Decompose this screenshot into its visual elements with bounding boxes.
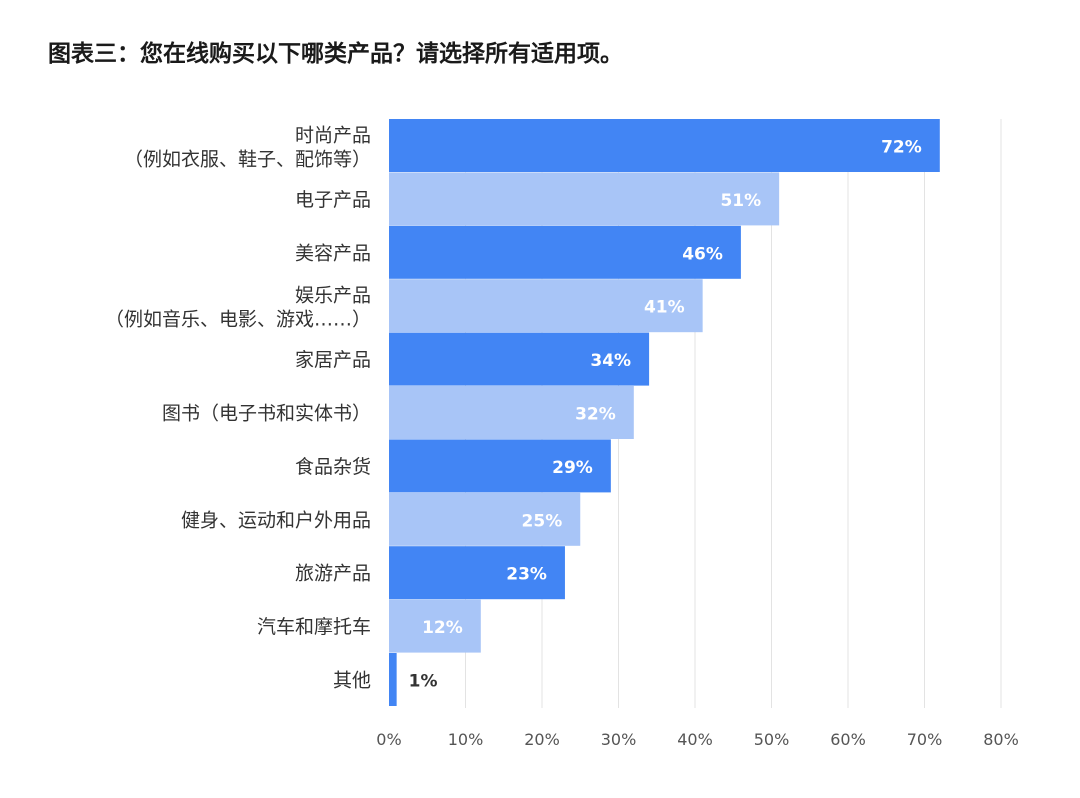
x-tick-label: 60% <box>830 730 866 749</box>
bar <box>389 492 581 546</box>
value-label: 32% <box>575 405 616 425</box>
value-label: 41% <box>644 298 685 318</box>
value-label: 12% <box>422 618 463 638</box>
bar <box>389 439 611 493</box>
category-label: 其他 <box>333 670 371 692</box>
bar <box>389 653 397 706</box>
category-label: 健身、运动和户外用品 <box>181 509 371 531</box>
category-label: 图书（电子书和实体书） <box>162 403 371 425</box>
value-label: 29% <box>552 458 593 478</box>
category-label: 旅游产品 <box>295 563 371 585</box>
bar <box>389 386 634 439</box>
category-label: 电子产品 <box>295 189 371 211</box>
value-label: 1% <box>409 672 438 692</box>
x-tick-label: 80% <box>983 730 1019 749</box>
value-label: 34% <box>590 351 631 371</box>
chart-title: 图表三：您在线购买以下哪类产品？请选择所有适用项。 <box>48 41 623 67</box>
value-label: 25% <box>522 511 563 531</box>
x-tick-label: 20% <box>524 730 560 749</box>
bar <box>389 225 741 279</box>
x-tick-label: 0% <box>376 730 401 749</box>
category-label: 家居产品 <box>295 349 371 371</box>
x-tick-label: 40% <box>677 730 713 749</box>
bar <box>389 599 481 653</box>
value-label: 72% <box>881 138 922 158</box>
value-labels: 72% 51% 46% 41% 34% 32% 29% 25% 23% 12% 1% <box>409 138 922 692</box>
category-label: 美容产品 <box>295 242 371 264</box>
category-label: 娱乐产品 <box>295 285 371 307</box>
x-axis-tick-labels: 0% 10% 20% 30% 40% 50% 60% 70% 80% <box>376 730 1018 749</box>
bar <box>389 172 780 226</box>
category-label: 时尚产品 <box>295 125 371 147</box>
bar <box>389 119 940 172</box>
value-label: 46% <box>682 244 723 264</box>
category-label-sub: （例如衣服、鞋子、配饰等） <box>124 149 371 171</box>
x-tick-label: 30% <box>601 730 637 749</box>
bar <box>389 279 703 333</box>
bar <box>389 332 650 386</box>
x-tick-label: 50% <box>754 730 790 749</box>
bars <box>389 119 940 706</box>
category-label-sub: （例如音乐、电影、游戏……） <box>105 309 371 331</box>
value-label: 51% <box>720 191 761 211</box>
x-tick-label: 10% <box>448 730 484 749</box>
x-tick-label: 70% <box>907 730 943 749</box>
value-label: 23% <box>506 565 547 585</box>
bar <box>389 546 565 600</box>
category-labels: 时尚产品（例如衣服、鞋子、配饰等） 电子产品美容产品娱乐产品（例如音乐、电影、游戏… <box>105 125 371 692</box>
category-label: 汽车和摩托车 <box>257 616 371 638</box>
category-label: 食品杂货 <box>295 456 371 478</box>
